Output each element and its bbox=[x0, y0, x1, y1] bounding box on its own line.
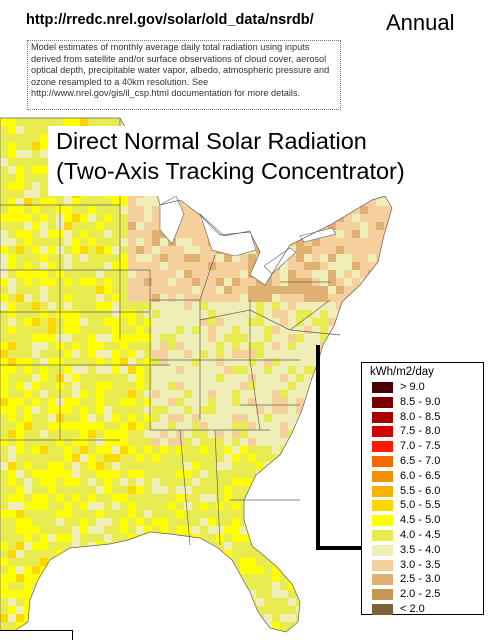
legend: kWh/m2/day > 9.0 8.5 - 9.0 8.0 - 8.5 7.5 - … bbox=[361, 362, 484, 615]
state-border bbox=[249, 359, 261, 431]
state-border bbox=[199, 254, 216, 301]
legend-item: 2.5 - 3.0 bbox=[362, 573, 483, 588]
legend-item: 6.0 - 6.5 bbox=[362, 470, 483, 485]
state-border bbox=[214, 429, 221, 546]
legend-item: 3.5 - 4.0 bbox=[362, 544, 483, 559]
legend-label: < 2.0 bbox=[400, 602, 425, 615]
methodology-note: Model estimates of monthly average daily… bbox=[27, 40, 341, 110]
annotation-arrow-line bbox=[316, 345, 372, 550]
legend-label: 4.5 - 5.0 bbox=[400, 514, 441, 527]
legend-swatch bbox=[372, 589, 393, 601]
legend-swatch bbox=[372, 426, 393, 438]
legend-item: 5.0 - 5.5 bbox=[362, 499, 483, 514]
corner-box bbox=[0, 630, 73, 640]
legend-swatch bbox=[372, 396, 393, 408]
legend-item: 3.0 - 3.5 bbox=[362, 559, 483, 574]
legend-label: 7.5 - 8.0 bbox=[400, 425, 441, 438]
legend-item: 2.0 - 2.5 bbox=[362, 588, 483, 603]
legend-item: 4.5 - 5.0 bbox=[362, 514, 483, 529]
period-label: Annual bbox=[386, 10, 455, 35]
legend-swatch bbox=[372, 441, 393, 453]
state-border bbox=[289, 299, 331, 331]
legend-label: 3.5 - 4.0 bbox=[400, 543, 441, 556]
legend-item: 5.5 - 6.0 bbox=[362, 485, 483, 500]
legend-item: 8.0 - 8.5 bbox=[362, 411, 483, 426]
legend-label: > 9.0 bbox=[400, 381, 425, 393]
legend-swatch bbox=[372, 603, 393, 615]
legend-unit: kWh/m2/day bbox=[370, 366, 434, 378]
legend-label: 6.0 - 6.5 bbox=[400, 469, 441, 482]
legend-rows: > 9.0 8.5 - 9.0 8.0 - 8.5 7.5 - 8.0 7.0 - 7.… bbox=[362, 381, 483, 618]
lake-ontario bbox=[299, 227, 337, 243]
lake-michigan bbox=[159, 195, 185, 245]
legend-label: 2.0 - 2.5 bbox=[400, 588, 441, 601]
legend-item: > 9.0 bbox=[362, 381, 483, 396]
legend-label: 7.0 - 7.5 bbox=[400, 440, 441, 453]
legend-item: 4.0 - 4.5 bbox=[362, 529, 483, 544]
state-border bbox=[179, 429, 191, 546]
coastline bbox=[0, 117, 393, 640]
legend-swatch bbox=[372, 574, 393, 586]
legend-swatch bbox=[372, 411, 393, 423]
legend-label: 8.5 - 9.0 bbox=[400, 395, 441, 408]
title-line-1: Direct Normal Solar Radiation bbox=[56, 128, 367, 154]
legend-swatch bbox=[372, 515, 393, 527]
legend-label: 8.0 - 8.5 bbox=[400, 410, 441, 423]
legend-swatch bbox=[372, 470, 393, 482]
legend-item: 7.5 - 8.0 bbox=[362, 425, 483, 440]
legend-swatch bbox=[372, 455, 393, 467]
legend-swatch bbox=[372, 382, 393, 393]
legend-label: 2.5 - 3.0 bbox=[400, 573, 441, 586]
legend-item: 8.5 - 9.0 bbox=[362, 396, 483, 411]
legend-swatch bbox=[372, 544, 393, 556]
legend-label: 5.5 - 6.0 bbox=[400, 484, 441, 497]
lake-huron bbox=[199, 212, 257, 257]
legend-swatch bbox=[372, 485, 393, 497]
legend-swatch bbox=[372, 559, 393, 571]
legend-swatch bbox=[372, 529, 393, 541]
title-line-2: (Two-Axis Tracking Concentrator) bbox=[56, 158, 405, 184]
legend-item: 7.0 - 7.5 bbox=[362, 440, 483, 455]
legend-label: 4.0 - 4.5 bbox=[400, 528, 441, 541]
legend-label: 3.0 - 3.5 bbox=[400, 558, 441, 571]
legend-item: < 2.0 bbox=[362, 603, 483, 618]
legend-label: 6.5 - 7.0 bbox=[400, 454, 441, 467]
legend-item: 6.5 - 7.0 bbox=[362, 455, 483, 470]
state-border bbox=[289, 329, 341, 336]
legend-label: 5.0 - 5.5 bbox=[400, 499, 441, 512]
legend-swatch bbox=[372, 500, 393, 512]
source-url[interactable]: http://rredc.nrel.gov/solar/old_data/nsr… bbox=[26, 12, 314, 28]
map-title: Direct Normal Solar Radiation (Two-Axis … bbox=[48, 126, 474, 196]
